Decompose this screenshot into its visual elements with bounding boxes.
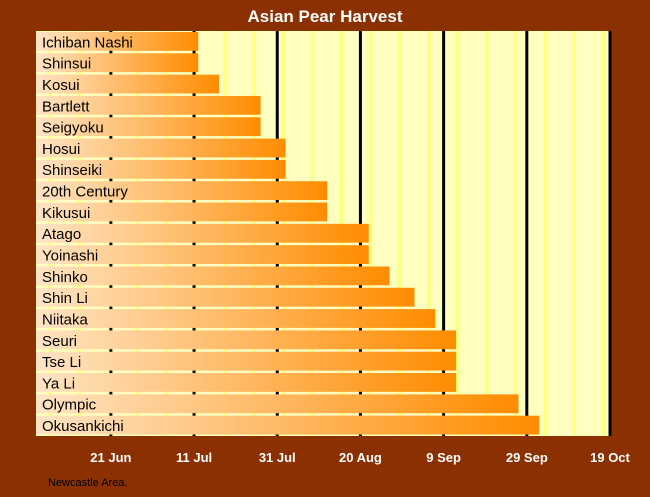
bar — [36, 373, 457, 392]
category-label: Seigyoku — [42, 120, 104, 137]
category-label: Okusankichi — [42, 418, 124, 435]
bar — [36, 266, 390, 286]
bar — [36, 95, 261, 115]
category-label: Seuri — [42, 333, 77, 350]
category-label: Ichiban Nashi — [42, 34, 133, 51]
grid-stripe — [572, 31, 577, 436]
x-tick-label: 21 Jun — [90, 450, 131, 465]
bars — [36, 32, 540, 435]
bar — [36, 159, 286, 179]
grid-stripe — [601, 31, 606, 436]
bar — [36, 330, 457, 350]
category-label: Bartlett — [42, 98, 90, 115]
category-label: Shinko — [42, 269, 88, 286]
category-label: Kosui — [42, 77, 80, 94]
x-tick-label: 19 Oct — [590, 450, 630, 465]
bar — [36, 32, 199, 51]
bar — [36, 394, 519, 414]
bar — [36, 287, 415, 307]
x-axis-ticks: 21 Jun 11 Jul 31 Jul 20 Aug 9 Sep 29 Sep 19 Oc… — [90, 450, 630, 465]
bar — [36, 181, 328, 201]
category-label: Kikusui — [42, 205, 90, 222]
category-label: Ya Li — [42, 375, 75, 392]
grid-stripe — [426, 31, 431, 436]
category-label: Hosui — [42, 141, 80, 158]
category-label: Shinseiki — [42, 162, 102, 179]
category-label: Olympic — [42, 397, 97, 414]
category-label: Yoinashi — [42, 248, 98, 265]
grid-stripe — [543, 31, 547, 436]
category-labels: Ichiban Nashi Shinsui Kosui Bartlett Seigyok… — [42, 34, 133, 435]
bar — [36, 117, 261, 137]
category-label: Tse Li — [42, 354, 81, 371]
bar — [36, 202, 328, 222]
bar — [36, 351, 457, 371]
bar — [36, 53, 199, 73]
x-tick-label: 29 Sep — [506, 450, 548, 465]
category-label: Shin Li — [42, 290, 88, 307]
footnote: Newcastle Area. — [48, 477, 127, 489]
grid-stripe — [485, 31, 489, 436]
bar — [36, 223, 369, 243]
bar — [36, 245, 369, 264]
x-tick-label: 31 Jul — [259, 450, 296, 465]
bar — [36, 138, 286, 158]
bar — [36, 415, 540, 435]
category-label: Atago — [42, 226, 81, 243]
grid-stripe — [456, 31, 460, 436]
x-tick-label: 9 Sep — [426, 450, 461, 465]
grid-stripe — [514, 31, 518, 436]
grid-stripe — [368, 31, 373, 436]
x-tick-label: 20 Aug — [339, 450, 382, 465]
category-label: Shinsui — [42, 56, 91, 73]
chart-title: Asian Pear Harvest — [248, 7, 403, 26]
category-label: 20th Century — [42, 184, 128, 201]
category-label: Niitaka — [42, 311, 89, 328]
x-tick-label: 11 Jul — [176, 450, 212, 465]
grid-stripe — [397, 31, 402, 436]
bar — [36, 74, 220, 94]
bar — [36, 309, 436, 328]
